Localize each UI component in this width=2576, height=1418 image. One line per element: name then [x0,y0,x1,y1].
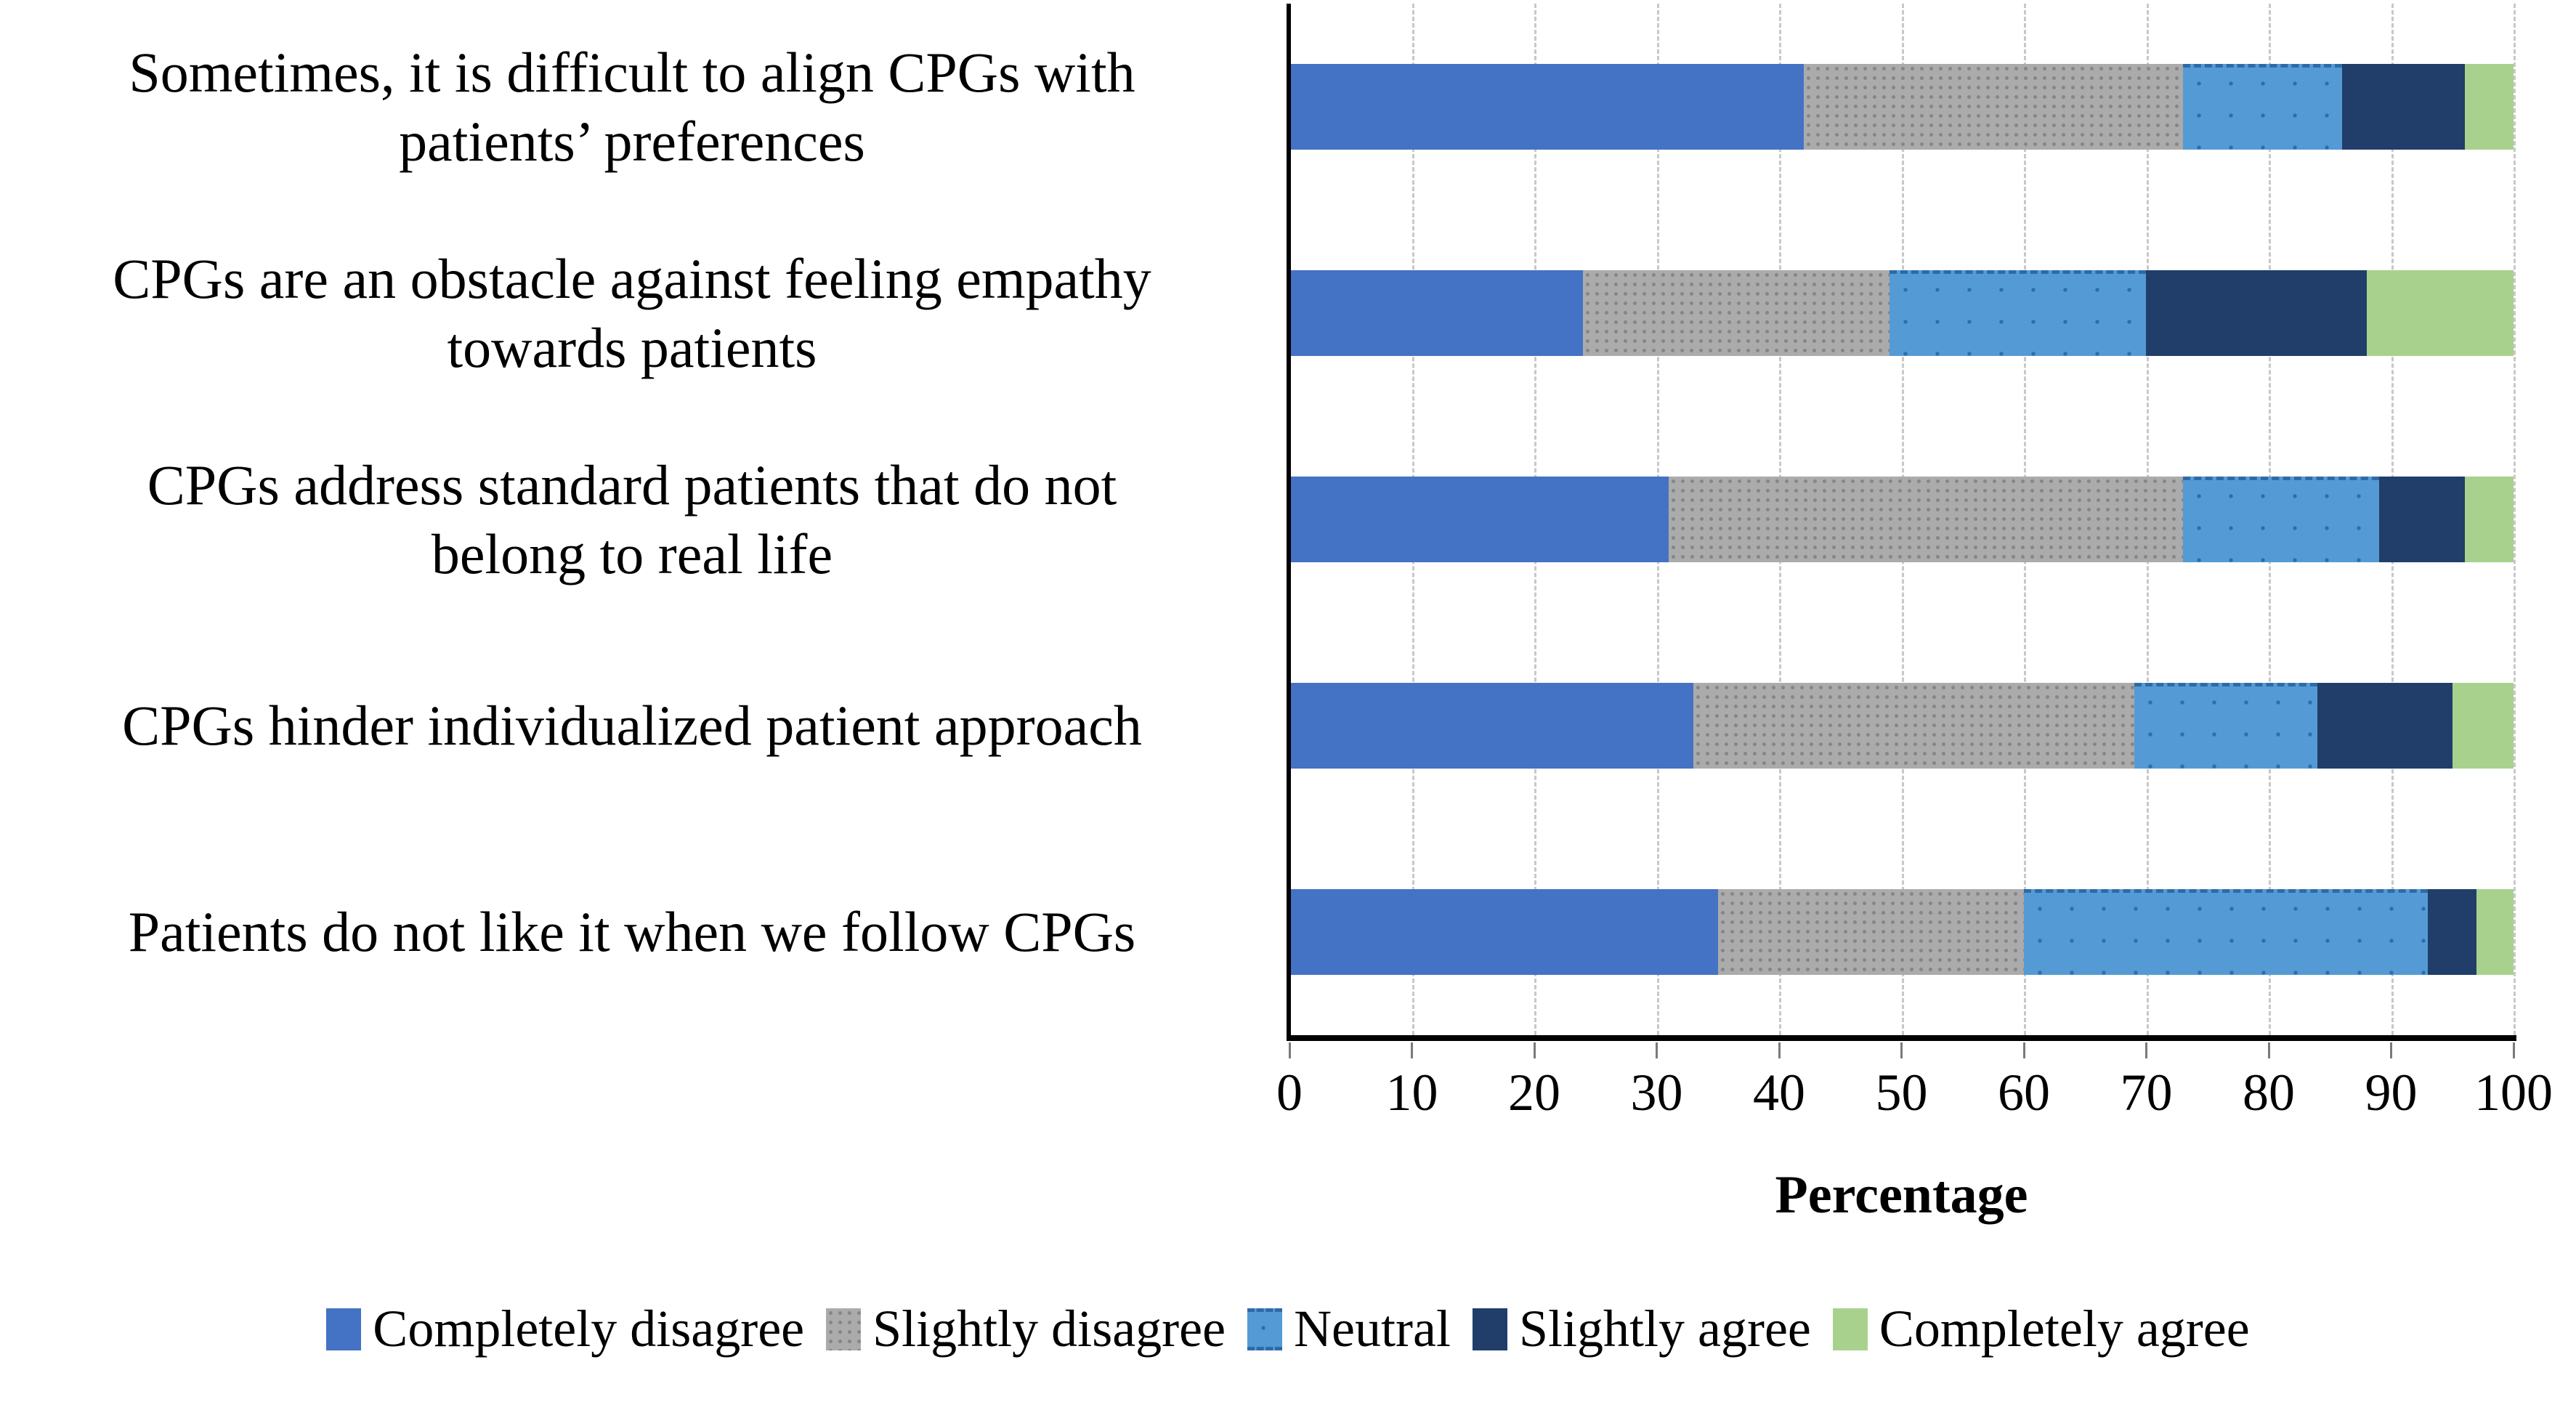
legend-item: Completely agree [1832,1299,2250,1359]
bar-segment [2342,64,2465,150]
bar-row [1289,623,2514,829]
axis-tick-label: 90 [2365,1064,2418,1122]
gridline [2514,4,2516,1035]
axis-tick-label: 100 [2474,1064,2553,1122]
legend-label: Completely agree [1879,1300,2250,1358]
stacked-bar [1289,270,2514,356]
category-label: Sometimes, it is difficult to align CPGs… [129,40,1135,173]
stacked-bar [1289,683,2514,769]
bar-segment [1289,889,1718,975]
axis-tick [1411,1042,1413,1058]
category-label: CPGs are an obstacle against feeling emp… [113,246,1151,379]
bar-segment [1717,889,2024,975]
axis-tick [2145,1042,2147,1058]
bar-segment [2317,683,2453,769]
bar-segment [2464,64,2514,150]
axis-tick [2022,1042,2025,1058]
category-label: CPGs hinder individualized patient appro… [122,694,1142,758]
bar-segment [1803,64,2184,150]
bar-segment [1693,683,2134,769]
plot-area: 0 10 20 30 40 50 60 70 80 90 100 Percentage [1276,4,2553,1225]
legend-item: Neutral [1247,1299,1451,1359]
bar-row [1289,829,2514,1035]
axis-tick-label: 60 [1998,1064,2050,1122]
x-axis-title: Percentage [1775,1165,2028,1225]
stacked-bar [1289,64,2514,150]
legend-swatch [1472,1308,1507,1350]
legend-label: Slightly agree [1518,1300,1811,1358]
legend-swatch [326,1308,362,1350]
axis-tick [1778,1042,1781,1058]
bar-segment [2476,889,2514,975]
bar-segment [2452,683,2514,769]
bar-segment [2428,889,2477,975]
axis-tick-label: 80 [2243,1064,2295,1122]
axis-tick [2267,1042,2270,1058]
legend-item: Completely disagree [326,1299,804,1359]
bar-row [1289,210,2514,416]
axis-tick [1533,1042,1536,1058]
bar-segment [1289,64,1804,150]
bar-segment [1289,270,1584,356]
category-label: CPGs address standard patients that do n… [147,453,1117,586]
axis-tick [2512,1042,2515,1058]
axis-tick [1656,1042,1658,1058]
y-axis-line [1287,4,1291,1041]
axis-tick-label: 0 [1276,1064,1303,1122]
bar-segment [2134,683,2318,769]
axis-tick-label: 30 [1630,1064,1683,1122]
legend-item: Slightly disagree [826,1299,1226,1359]
axis-tick-label: 40 [1753,1064,1805,1122]
bar-segment [1669,477,2184,562]
bar-segment [1583,270,1890,356]
legend-label: Slightly disagree [872,1300,1226,1358]
category-axis-labels: Sometimes, it is difficult to align CPGs… [0,4,1268,1035]
bar-segment [1289,477,1669,562]
bar-segment [1289,683,1694,769]
bar-segment [2146,270,2367,356]
bar-segment [2024,889,2429,975]
legend-label: Neutral [1294,1300,1451,1358]
bar-row [1289,416,2514,623]
bar-segment [2183,477,2379,562]
legend-item: Slightly agree [1472,1299,1811,1359]
axis-tick-label: 10 [1385,1064,1438,1122]
legend-label: Completely disagree [373,1300,805,1358]
stacked-bar [1289,477,2514,562]
stacked-bar [1289,889,2514,975]
axis-tick [1900,1042,1903,1058]
bar-segment [2378,477,2465,562]
bar-segment [1889,270,2147,356]
bar-segment [2464,477,2514,562]
axis-tick-label: 50 [1875,1064,1928,1122]
x-axis-line [1287,1035,2516,1041]
legend-swatch [1247,1308,1283,1350]
axis-tick [2390,1042,2392,1058]
axis-tick [1288,1042,1291,1058]
category-label: Patients do not like it when we follow C… [128,900,1136,964]
axis-tick-label: 20 [1508,1064,1560,1122]
legend-swatch [826,1308,862,1350]
legend: Completely disagree Slightly disagree Neut… [0,1299,2576,1359]
bar-segment [2366,270,2514,356]
bar-row [1289,4,2514,210]
axis-tick-label: 70 [2120,1064,2173,1122]
bar-segment [2183,64,2343,150]
legend-swatch [1832,1308,1868,1350]
